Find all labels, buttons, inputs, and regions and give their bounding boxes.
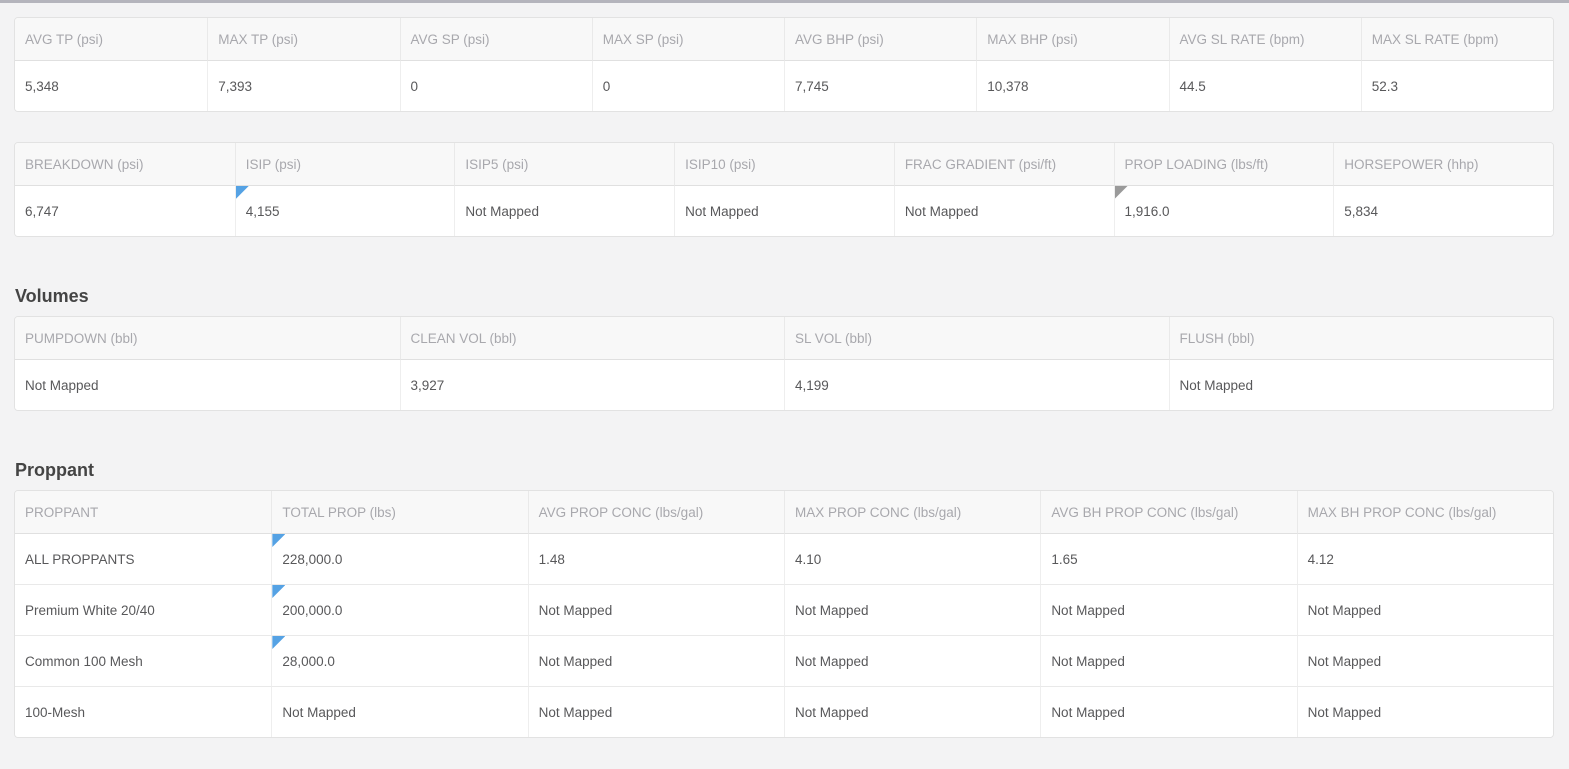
volumes-section-title: Volumes <box>15 286 89 306</box>
mapped-corner-indicator-icon <box>272 534 286 547</box>
cell-flush: Not Mapped <box>1168 360 1553 410</box>
column-header-sl-vol: SL VOL (bbl) <box>784 317 1169 360</box>
cell-max-bh-prop-conc: Not Mapped <box>1296 635 1553 686</box>
cell-avg-tp: 5,348 <box>15 61 208 111</box>
cell-proppant-name: ALL PROPPANTS <box>15 534 272 584</box>
cell-avg-prop-conc: Not Mapped <box>527 635 784 686</box>
column-header-max-bh-prop-conc: MAX BH PROP CONC (lbs/gal) <box>1296 491 1553 534</box>
cell-max-bh-prop-conc: 4.12 <box>1296 534 1553 584</box>
table-row-all-proppants: ALL PROPPANTS 228,000.0 1.48 4.10 1.65 4… <box>15 534 1553 584</box>
table-row: 6,747 4,155 Not Mapped Not Mapped Not Ma… <box>15 186 1553 236</box>
cell-avg-prop-conc: Not Mapped <box>527 584 784 635</box>
cell-isip10: Not Mapped <box>674 186 894 236</box>
cell-max-sp: 0 <box>591 61 784 111</box>
cell-avg-bh-prop-conc: 1.65 <box>1040 534 1297 584</box>
cell-max-sl-rate: 52.3 <box>1360 61 1553 111</box>
column-header-breakdown: BREAKDOWN (psi) <box>15 143 235 186</box>
cell-avg-bh-prop-conc: Not Mapped <box>1040 686 1297 737</box>
cell-max-prop-conc: Not Mapped <box>783 686 1041 737</box>
cell-proppant-name: Premium White 20/40 <box>15 584 272 635</box>
cell-max-prop-conc: 4.10 <box>783 534 1041 584</box>
column-header-max-sp: MAX SP (psi) <box>591 18 784 61</box>
cell-avg-bhp: 7,745 <box>784 61 977 111</box>
cell-value: 4,155 <box>245 204 280 219</box>
cell-isip5: Not Mapped <box>454 186 675 236</box>
treatment-summary-table: BREAKDOWN (psi) ISIP (psi) ISIP5 (psi) I… <box>14 142 1554 237</box>
table-header-row: BREAKDOWN (psi) ISIP (psi) ISIP5 (psi) I… <box>15 143 1553 186</box>
column-header-avg-sl-rate: AVG SL RATE (bpm) <box>1168 18 1361 61</box>
column-header-avg-bhp: AVG BHP (psi) <box>784 18 977 61</box>
column-header-max-sl-rate: MAX SL RATE (bpm) <box>1360 18 1553 61</box>
column-header-pumpdown: PUMPDOWN (bbl) <box>15 317 400 360</box>
cell-value: 1,916.0 <box>1124 204 1170 219</box>
cell-avg-prop-conc: 1.48 <box>527 534 784 584</box>
proppant-table: PROPPANT TOTAL PROP (lbs) AVG PROP CONC … <box>14 490 1554 738</box>
column-header-isip: ISIP (psi) <box>234 143 455 186</box>
column-header-isip5: ISIP5 (psi) <box>454 143 675 186</box>
table-row: 5,348 7,393 0 0 7,745 10,378 44.5 52.3 <box>15 61 1553 111</box>
proppant-section-title: Proppant <box>15 460 94 480</box>
cell-max-tp: 7,393 <box>207 61 400 111</box>
column-header-avg-tp: AVG TP (psi) <box>15 18 208 61</box>
cell-max-bh-prop-conc: Not Mapped <box>1296 686 1553 737</box>
cell-proppant-name: Common 100 Mesh <box>15 635 272 686</box>
table-row-common-100-mesh: Common 100 Mesh 28,000.0 Not Mapped Not … <box>15 635 1553 686</box>
cell-prop-loading: 1,916.0 <box>1113 186 1334 236</box>
cell-avg-sl-rate: 44.5 <box>1168 61 1361 111</box>
column-header-total-prop: TOTAL PROP (lbs) <box>271 491 528 534</box>
cell-max-prop-conc: Not Mapped <box>783 584 1041 635</box>
table-row-100-mesh: 100-Mesh Not Mapped Not Mapped Not Mappe… <box>15 686 1553 737</box>
mapped-corner-indicator-icon <box>272 585 286 598</box>
cell-avg-prop-conc: Not Mapped <box>527 686 784 737</box>
cell-value: 228,000.0 <box>282 552 343 567</box>
column-header-clean-vol: CLEAN VOL (bbl) <box>399 317 784 360</box>
cell-avg-sp: 0 <box>399 61 592 111</box>
stage-summary-report: AVG TP (psi) MAX TP (psi) AVG SP (psi) M… <box>0 3 1569 758</box>
cell-pumpdown: Not Mapped <box>15 360 400 410</box>
cell-max-prop-conc: Not Mapped <box>783 635 1041 686</box>
cell-avg-bh-prop-conc: Not Mapped <box>1040 635 1297 686</box>
cell-total-prop: 200,000.0 <box>271 584 528 635</box>
column-header-max-prop-conc: MAX PROP CONC (lbs/gal) <box>783 491 1041 534</box>
column-header-avg-prop-conc: AVG PROP CONC (lbs/gal) <box>527 491 784 534</box>
cell-breakdown: 6,747 <box>15 186 235 236</box>
cell-isip: 4,155 <box>234 186 455 236</box>
column-header-prop-loading: PROP LOADING (lbs/ft) <box>1113 143 1334 186</box>
pressure-rate-summary-table: AVG TP (psi) MAX TP (psi) AVG SP (psi) M… <box>14 17 1554 112</box>
column-header-avg-bh-prop-conc: AVG BH PROP CONC (lbs/gal) <box>1040 491 1297 534</box>
page-top-divider <box>0 0 1569 3</box>
column-header-frac-gradient: FRAC GRADIENT (psi/ft) <box>893 143 1114 186</box>
cell-sl-vol: 4,199 <box>784 360 1169 410</box>
table-header-row: AVG TP (psi) MAX TP (psi) AVG SP (psi) M… <box>15 18 1553 61</box>
cell-total-prop: Not Mapped <box>271 686 528 737</box>
column-header-max-bhp: MAX BHP (psi) <box>976 18 1169 61</box>
table-row-premium-white: Premium White 20/40 200,000.0 Not Mapped… <box>15 584 1553 635</box>
column-header-isip10: ISIP10 (psi) <box>674 143 894 186</box>
cell-frac-gradient: Not Mapped <box>893 186 1114 236</box>
table-row: Not Mapped 3,927 4,199 Not Mapped <box>15 360 1553 410</box>
column-header-horsepower: HORSEPOWER (hhp) <box>1333 143 1553 186</box>
column-header-flush: FLUSH (bbl) <box>1168 317 1553 360</box>
cell-max-bh-prop-conc: Not Mapped <box>1296 584 1553 635</box>
mapped-corner-indicator-icon <box>272 636 286 649</box>
column-header-max-tp: MAX TP (psi) <box>207 18 400 61</box>
table-header-row: PUMPDOWN (bbl) CLEAN VOL (bbl) SL VOL (b… <box>15 317 1553 360</box>
cell-avg-bh-prop-conc: Not Mapped <box>1040 584 1297 635</box>
cell-proppant-name: 100-Mesh <box>15 686 272 737</box>
volumes-table: PUMPDOWN (bbl) CLEAN VOL (bbl) SL VOL (b… <box>14 316 1554 411</box>
cell-horsepower: 5,834 <box>1333 186 1553 236</box>
column-header-proppant: PROPPANT <box>15 491 272 534</box>
column-header-avg-sp: AVG SP (psi) <box>399 18 592 61</box>
cell-total-prop: 228,000.0 <box>271 534 528 584</box>
mapped-corner-indicator-icon <box>235 186 249 199</box>
cell-value: 28,000.0 <box>282 654 335 669</box>
cell-value: 200,000.0 <box>282 603 343 618</box>
calculated-corner-indicator-icon <box>1114 186 1128 199</box>
table-header-row: PROPPANT TOTAL PROP (lbs) AVG PROP CONC … <box>15 491 1553 534</box>
cell-max-bhp: 10,378 <box>976 61 1169 111</box>
cell-total-prop: 28,000.0 <box>271 635 528 686</box>
cell-clean-vol: 3,927 <box>399 360 784 410</box>
